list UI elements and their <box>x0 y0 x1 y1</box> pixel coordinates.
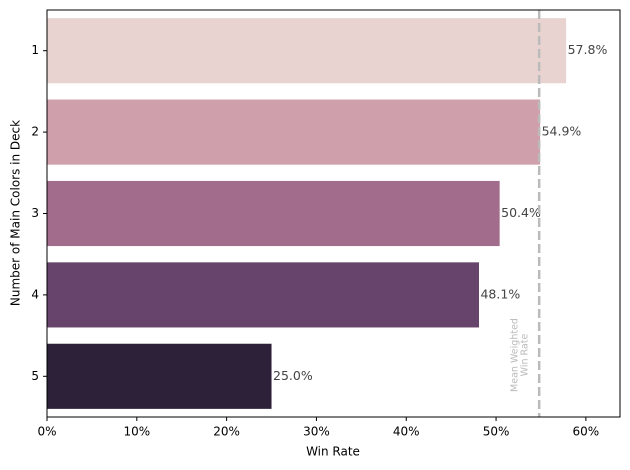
y-tick-label: 1 <box>31 43 39 57</box>
bar <box>47 99 541 165</box>
value-label: 48.1% <box>480 286 520 301</box>
reference-label: Win Rate <box>520 334 531 377</box>
bar <box>47 262 479 328</box>
x-axis-label: Win Rate <box>306 445 360 459</box>
y-axis-label: Number of Main Colors in Deck <box>9 120 23 306</box>
bar <box>47 180 500 247</box>
value-label: 50.4% <box>501 205 541 220</box>
x-tick-label: 10% <box>123 425 150 439</box>
x-tick-label: 40% <box>393 425 420 439</box>
plot-frame <box>46 9 621 418</box>
value-label: 54.9% <box>542 124 582 139</box>
x-tick-label: 50% <box>483 425 510 439</box>
y-tick-label: 3 <box>31 206 39 220</box>
y-tick-label: 5 <box>31 369 39 383</box>
bar <box>47 18 567 84</box>
value-label: 25.0% <box>273 368 313 383</box>
y-tick-label: 4 <box>31 287 39 301</box>
value-label: 57.8% <box>568 42 608 57</box>
x-tick-label: 20% <box>213 425 240 439</box>
x-tick-label: 0% <box>37 425 56 439</box>
reference-label: Mean Weighted <box>510 318 521 392</box>
x-tick-label: 30% <box>303 425 330 439</box>
bar <box>47 343 272 409</box>
x-tick-label: 60% <box>573 425 600 439</box>
y-tick-label: 2 <box>31 125 39 139</box>
